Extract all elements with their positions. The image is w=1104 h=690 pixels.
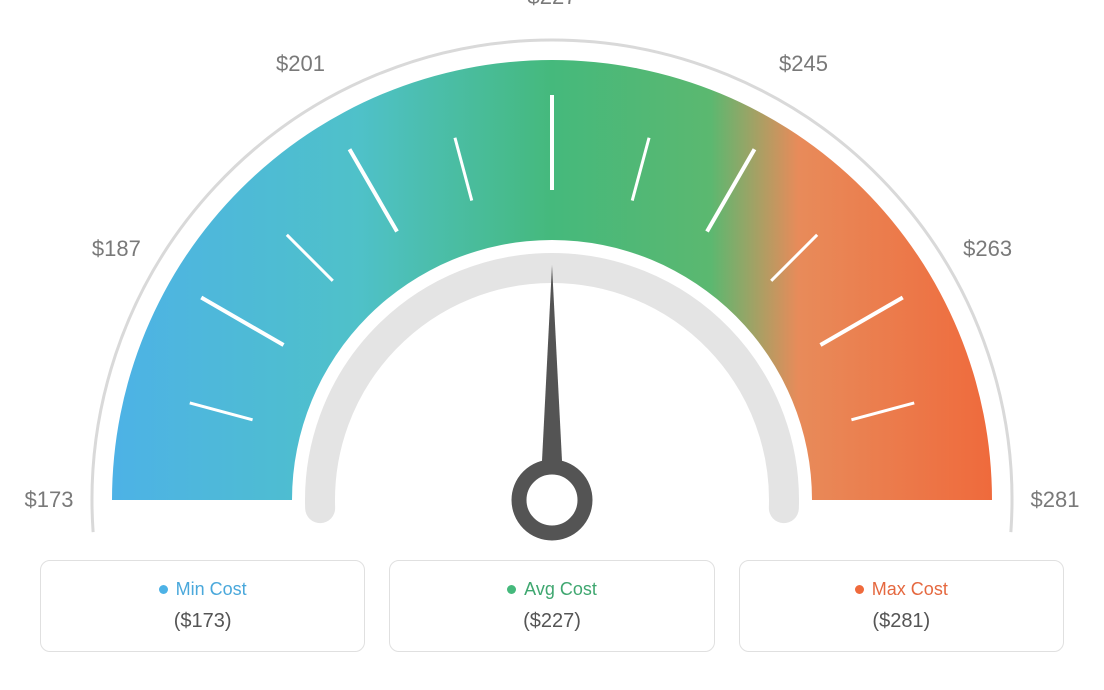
legend-value-min: ($173): [61, 610, 344, 633]
gauge-tick-label: $281: [1031, 487, 1080, 513]
legend-label-text: Max Cost: [872, 579, 948, 600]
legend-label-min: Min Cost: [159, 579, 247, 600]
gauge-tick-label: $173: [25, 487, 74, 513]
legend-row: Min Cost ($173) Avg Cost ($227) Max Cost…: [0, 560, 1104, 652]
gauge-tick-label: $227: [528, 0, 577, 10]
legend-label-avg: Avg Cost: [507, 579, 597, 600]
dot-icon: [507, 585, 516, 594]
gauge-svg: [0, 0, 1104, 560]
legend-label-text: Avg Cost: [524, 579, 597, 600]
dot-icon: [159, 585, 168, 594]
legend-value-max: ($281): [760, 610, 1043, 633]
gauge-area: $173 $187 $201 $227 $245 $263 $281: [0, 0, 1104, 560]
gauge-tick-label: $245: [779, 51, 828, 77]
legend-label-max: Max Cost: [855, 579, 948, 600]
legend-card-max: Max Cost ($281): [739, 560, 1064, 652]
gauge-tick-label: $187: [92, 236, 141, 262]
legend-value-avg: ($227): [410, 610, 693, 633]
gauge-tick-label: $263: [963, 236, 1012, 262]
legend-card-avg: Avg Cost ($227): [389, 560, 714, 652]
cost-gauge-container: $173 $187 $201 $227 $245 $263 $281 Min Cost ($…: [0, 0, 1104, 690]
gauge-tick-label: $201: [276, 51, 325, 77]
legend-card-min: Min Cost ($173): [40, 560, 365, 652]
dot-icon: [855, 585, 864, 594]
legend-label-text: Min Cost: [176, 579, 247, 600]
